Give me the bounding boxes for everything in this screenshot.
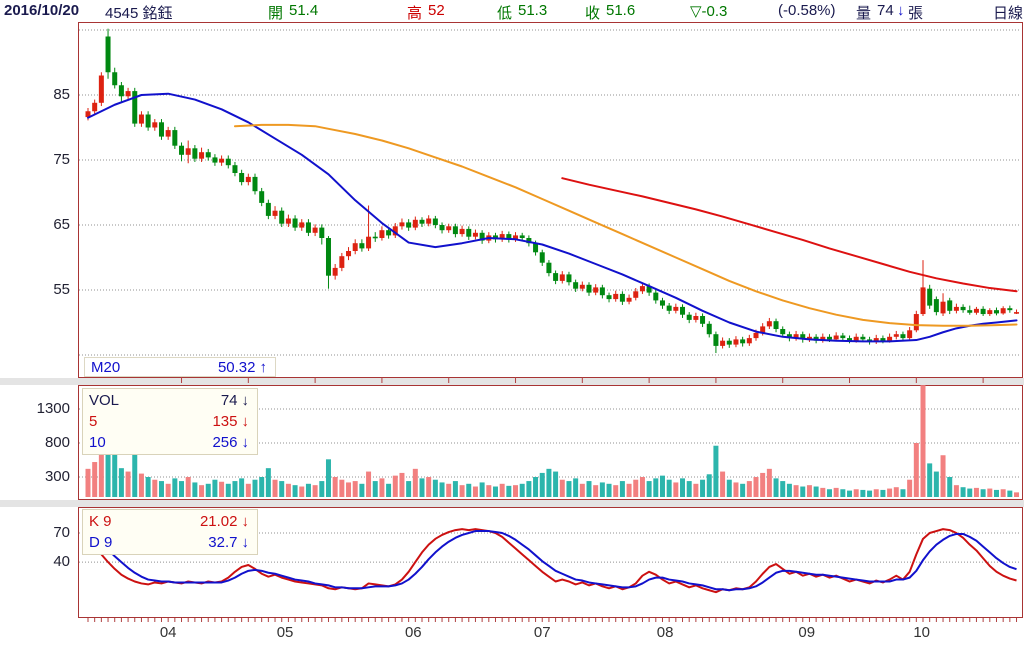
volume-value: 74 [877,2,894,19]
change-percent: (-0.58%) [778,2,836,19]
x-axis-month-label: 04 [159,624,177,641]
down-arrow-icon: ↓ [241,513,250,530]
ma-line-M20 [87,92,1018,343]
ma20-label: M20 [91,358,121,376]
k-label: K 9 [89,513,112,530]
down-arrow-icon: ↓ [241,392,250,409]
vol-label: VOL [89,392,120,409]
kd-line-D9 [87,530,1017,592]
low-value: 51.3 [518,2,548,19]
vol-ma10-label: 10 [89,434,106,451]
high-value: 52 [428,2,445,19]
vol-ma5-value: 135 [212,413,238,430]
x-axis-month-label: 10 [913,624,930,641]
period-selector[interactable]: 日線 [993,5,1024,22]
price-axis-label: 65 [53,216,70,233]
ma-line-ma-long [561,177,1018,293]
x-axis-month-label: 06 [404,624,422,641]
low-label: 低 [497,5,513,22]
high-label: 高 [407,5,423,22]
vol-ma10-value: 256 [212,434,238,451]
volume-axis-label: 800 [44,434,70,451]
change-value: ▽-0.3 [690,3,728,20]
kd-axis-label: 70 [53,524,70,541]
price-axis-label: 75 [53,151,70,168]
down-arrow-icon: ↓ [241,434,250,451]
d-label: D 9 [89,534,113,551]
open-value: 51.4 [289,2,319,19]
open-label: 開 [268,5,284,22]
down-arrow-icon: ↓ [897,2,905,19]
volume-legend: VOL 74 ↓ 5 135 ↓ 10 256 ↓ [82,388,258,455]
close-label: 收 [585,5,601,22]
kd-legend: K 9 21.02 ↓ D 9 32.7 ↓ [82,509,258,555]
volume-label: 量 [856,5,872,22]
up-arrow-icon: ↑ [259,358,268,376]
x-axis-month-label: 08 [656,624,674,641]
main-panel[interactable] [78,22,1023,378]
down-arrow-icon: ↓ [241,413,250,430]
close-value: 51.6 [606,2,636,19]
volume-bars [85,385,1020,497]
ma-line-ma-mid [233,123,1018,327]
kd-axis-label: 40 [53,553,70,571]
down-arrow-icon: ↓ [241,534,250,551]
axis-ticks [87,377,1018,622]
x-axis-month-label: 07 [533,624,551,641]
k-value: 21.02 [199,513,238,530]
vol-ma5-label: 5 [89,413,98,430]
volume-unit: 張 [908,5,924,22]
kd-lines [87,528,1017,594]
vol-value: 74 [220,392,238,409]
panel-gap [0,378,1024,385]
x-axis-month-label: 09 [798,624,816,641]
ma-lines [87,92,1018,343]
volume-axis-label: 1300 [36,400,70,417]
d-value: 32.7 [208,534,238,551]
ma20-value: 50.32 [217,358,256,376]
stock-id-name: 4545 銘鈺 [105,5,173,22]
ma20-legend: M20 50.32 ↑ [84,357,276,377]
x-axis-month-label: 05 [276,624,294,641]
candlestick-series [85,28,1020,354]
volume-axis-label: 300 [44,468,70,485]
panel-gap [0,500,1024,507]
price-axis-label: 85 [53,86,70,103]
date-label: 2016/10/20 [4,2,80,19]
price-axis-label: 55 [53,281,70,298]
